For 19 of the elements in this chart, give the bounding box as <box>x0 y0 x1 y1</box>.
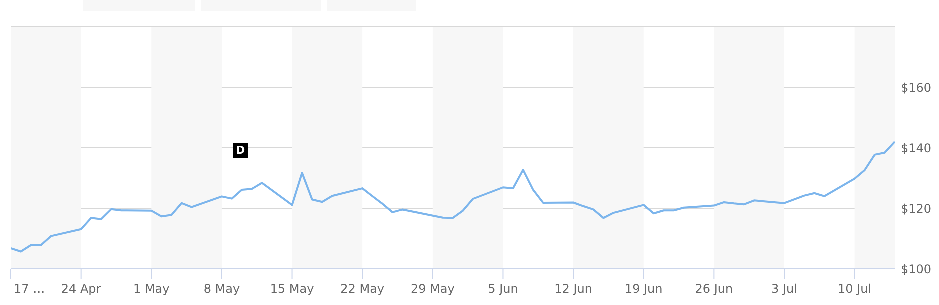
x-tick-label: 29 May <box>410 282 455 296</box>
x-tick-label: 10 Jul <box>838 282 872 296</box>
x-tick-label: 26 Jun <box>695 282 734 296</box>
x-tick-label: 22 May <box>340 282 385 296</box>
y-tick-label: $100 <box>901 262 932 276</box>
y-tick-label: $140 <box>901 141 932 156</box>
x-tick-label: 8 May <box>204 282 240 296</box>
x-tick-label: 12 Jun <box>554 282 592 296</box>
line-series <box>11 140 895 253</box>
x-tick-label: 5 Jun <box>488 282 518 296</box>
x-tick-label: 17 … <box>14 282 46 296</box>
annotation: D <box>233 143 248 158</box>
y-tick-label: $120 <box>901 202 932 216</box>
y-tick-label: $160 <box>901 80 932 95</box>
x-tick-label: 19 Jun <box>624 282 663 296</box>
x-tick-label: 15 May <box>270 282 314 296</box>
x-tick-label: 3 Jul <box>772 282 798 296</box>
x-tick-label: 1 May <box>134 282 170 296</box>
x-tick-label: 24 Apr <box>61 282 102 296</box>
